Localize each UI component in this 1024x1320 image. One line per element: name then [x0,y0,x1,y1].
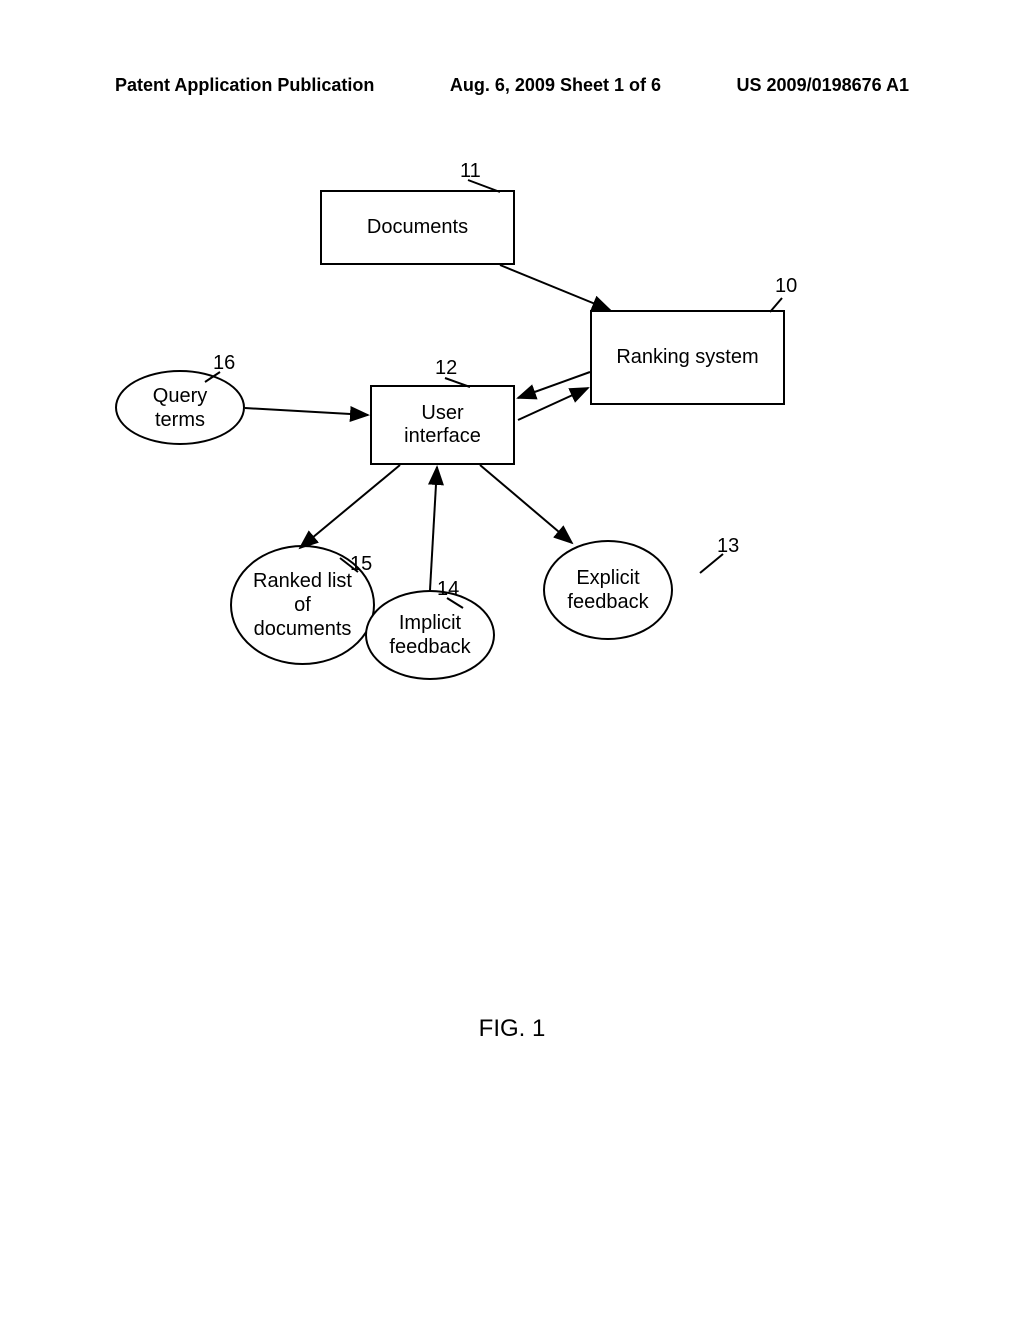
implicit-label: Implicit feedback [389,611,470,659]
ranking-label: Ranking system [616,346,758,369]
ref-15: 15 [350,553,372,576]
ui-box: User interface [370,385,515,465]
figure-label: FIG. 1 [0,1015,1024,1043]
arrows-layer [0,160,1024,920]
implicit-ellipse: Implicit feedback [365,590,495,680]
explicit-ellipse: Explicit feedback [543,540,673,640]
ref-11: 11 [460,160,481,183]
header-right: US 2009/0198676 A1 [737,75,909,96]
query-label: Query terms [153,384,207,432]
ui-label: User interface [404,402,481,448]
ranked-label: Ranked list of documents [253,569,352,641]
documents-label: Documents [367,216,468,239]
explicit-label: Explicit feedback [567,566,648,614]
documents-box: Documents [320,190,515,265]
query-ellipse: Query terms [115,370,245,445]
header-left: Patent Application Publication [115,75,374,96]
ref-13: 13 [717,535,739,558]
ref-12: 12 [435,357,457,380]
ranking-box: Ranking system [590,310,785,405]
figure-diagram: Documents Ranking system User interface … [0,160,1024,920]
ref-14: 14 [437,578,459,601]
ref-10: 10 [775,275,797,298]
page-header: Patent Application Publication Aug. 6, 2… [0,75,1024,96]
header-center: Aug. 6, 2009 Sheet 1 of 6 [450,75,661,96]
ref-16: 16 [213,352,235,375]
